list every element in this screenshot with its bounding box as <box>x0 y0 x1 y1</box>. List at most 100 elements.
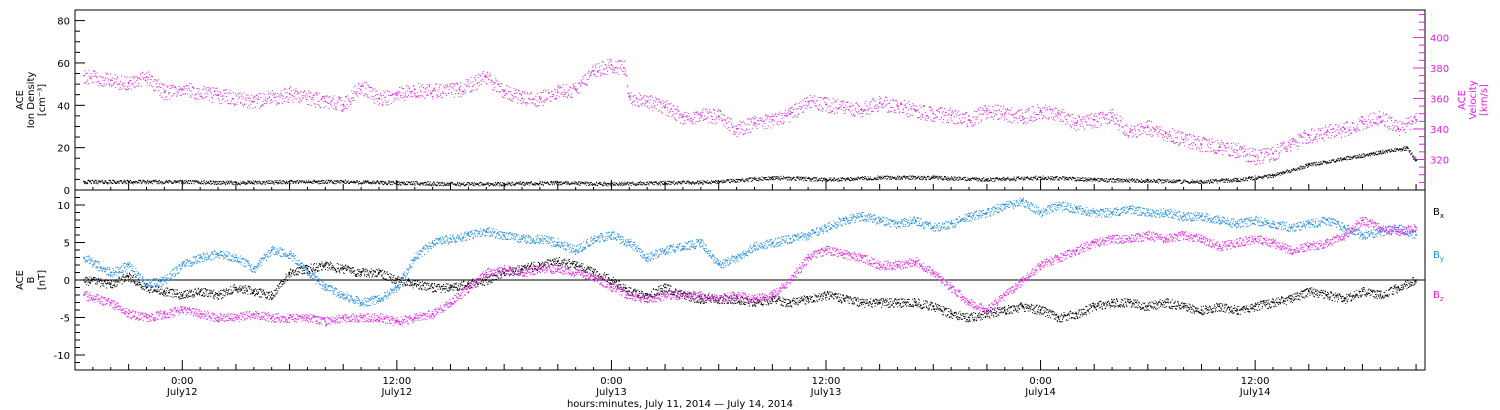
top-right-tick-label: 360 <box>1430 94 1449 105</box>
bz-point <box>932 271 935 274</box>
top-left-tick-label: 40 <box>57 101 70 112</box>
bz-point <box>914 260 917 263</box>
x-tick-date-label: July14 <box>1024 387 1056 398</box>
by-point <box>270 249 273 251</box>
velocity-point <box>878 102 881 104</box>
velocity-point <box>717 115 720 118</box>
bottom-left-tick-label: 0 <box>64 276 70 287</box>
bz-cloud <box>83 217 1417 327</box>
density-point <box>1236 178 1239 181</box>
bx-point <box>1111 301 1113 304</box>
velocity-point <box>163 91 166 94</box>
bz-point <box>378 316 380 319</box>
top-right-axis-title-line: Velocity <box>1468 80 1479 119</box>
bz-point <box>1039 264 1042 266</box>
bz-point <box>860 256 863 259</box>
velocity-point <box>1307 134 1310 136</box>
by-point <box>717 264 720 266</box>
bottom-left-axis-title-line: [nT] <box>37 270 48 290</box>
bx-point <box>1236 309 1239 311</box>
bottom-left-axis-title-line: B <box>26 276 37 283</box>
bz-point <box>1415 226 1417 229</box>
top-right-tick-label: 380 <box>1430 64 1449 75</box>
by-point <box>986 211 988 214</box>
bx-point <box>235 286 237 289</box>
bx-point <box>842 297 845 300</box>
bz-point <box>1343 234 1346 236</box>
bx-point <box>270 294 273 296</box>
velocity-point <box>342 103 345 106</box>
velocity-point <box>1111 115 1113 118</box>
bottom-left-tick-label: -5 <box>60 314 70 325</box>
bz-point <box>574 271 577 274</box>
top-left-axis-title: ACE Ion Density [cm⁻³] <box>15 72 48 129</box>
velocity-point <box>628 96 631 98</box>
by-point <box>395 286 398 289</box>
density-point <box>395 181 398 184</box>
bx-point <box>360 271 362 274</box>
bz-point <box>306 316 309 319</box>
velocity-point <box>431 89 434 92</box>
by-point <box>1218 219 1221 221</box>
bx-point <box>252 290 255 293</box>
x-tick-time-label: 12:00 <box>812 376 841 387</box>
by-cloud <box>83 197 1417 307</box>
bz-point <box>324 320 327 323</box>
velocity-point <box>413 88 416 91</box>
density-point <box>83 180 85 183</box>
bottom-left-tick-label: -10 <box>54 351 70 362</box>
bz-point <box>1200 237 1203 240</box>
x-tick-time-label: 0:00 <box>600 376 622 387</box>
by-point <box>324 286 327 289</box>
velocity-point <box>1289 143 1292 146</box>
bz-point <box>1057 256 1060 259</box>
velocity-point <box>986 109 988 112</box>
velocity-point <box>539 97 541 100</box>
by-point <box>83 256 85 259</box>
legend-entry-x: Bx <box>1433 207 1444 220</box>
bz-point <box>485 271 488 274</box>
top-left-axis-title-line: ACE <box>15 90 26 110</box>
x-tick-time-label: 0:00 <box>171 376 193 387</box>
by-point <box>842 219 845 221</box>
by-point <box>574 249 577 251</box>
bx-point <box>1289 297 1292 300</box>
bz-point <box>539 267 541 270</box>
by-point <box>753 245 756 248</box>
bz-point <box>217 316 219 319</box>
velocity-point <box>83 74 85 77</box>
bx-point <box>1379 294 1382 296</box>
bx-point <box>83 279 85 281</box>
by-point <box>1236 222 1239 225</box>
bz-point <box>664 294 666 296</box>
bx-cloud <box>83 257 1417 323</box>
velocity-point <box>699 114 702 117</box>
velocity-point <box>395 94 398 97</box>
bz-point <box>145 316 148 319</box>
by-point <box>181 264 184 266</box>
bx-point <box>771 297 774 300</box>
velocity-point <box>1003 112 1006 115</box>
bottom-left-tick-label: 10 <box>57 201 70 212</box>
velocity-point <box>145 76 148 79</box>
top-right-tick-label: 400 <box>1430 33 1449 44</box>
velocity-point <box>288 92 291 95</box>
top-left-tick-label: 20 <box>57 144 70 155</box>
x-tick-date-label: July14 <box>1239 387 1271 398</box>
by-point <box>682 245 684 248</box>
velocity-point <box>950 114 953 117</box>
bx-point <box>306 267 309 270</box>
by-point <box>467 234 470 236</box>
velocity-point <box>503 89 506 92</box>
top-panel-frame <box>74 9 1426 191</box>
bz-point <box>1111 237 1113 240</box>
bz-point <box>1146 234 1149 236</box>
bz-point <box>986 309 988 311</box>
by-point <box>413 256 416 259</box>
top-left-tick-label: 80 <box>57 17 70 28</box>
velocity-point <box>1254 155 1257 158</box>
bx-point <box>413 282 416 285</box>
density-cloud <box>83 146 1418 187</box>
bottom-left-axis-title-line: ACE <box>15 270 26 290</box>
bx-point <box>914 301 917 304</box>
